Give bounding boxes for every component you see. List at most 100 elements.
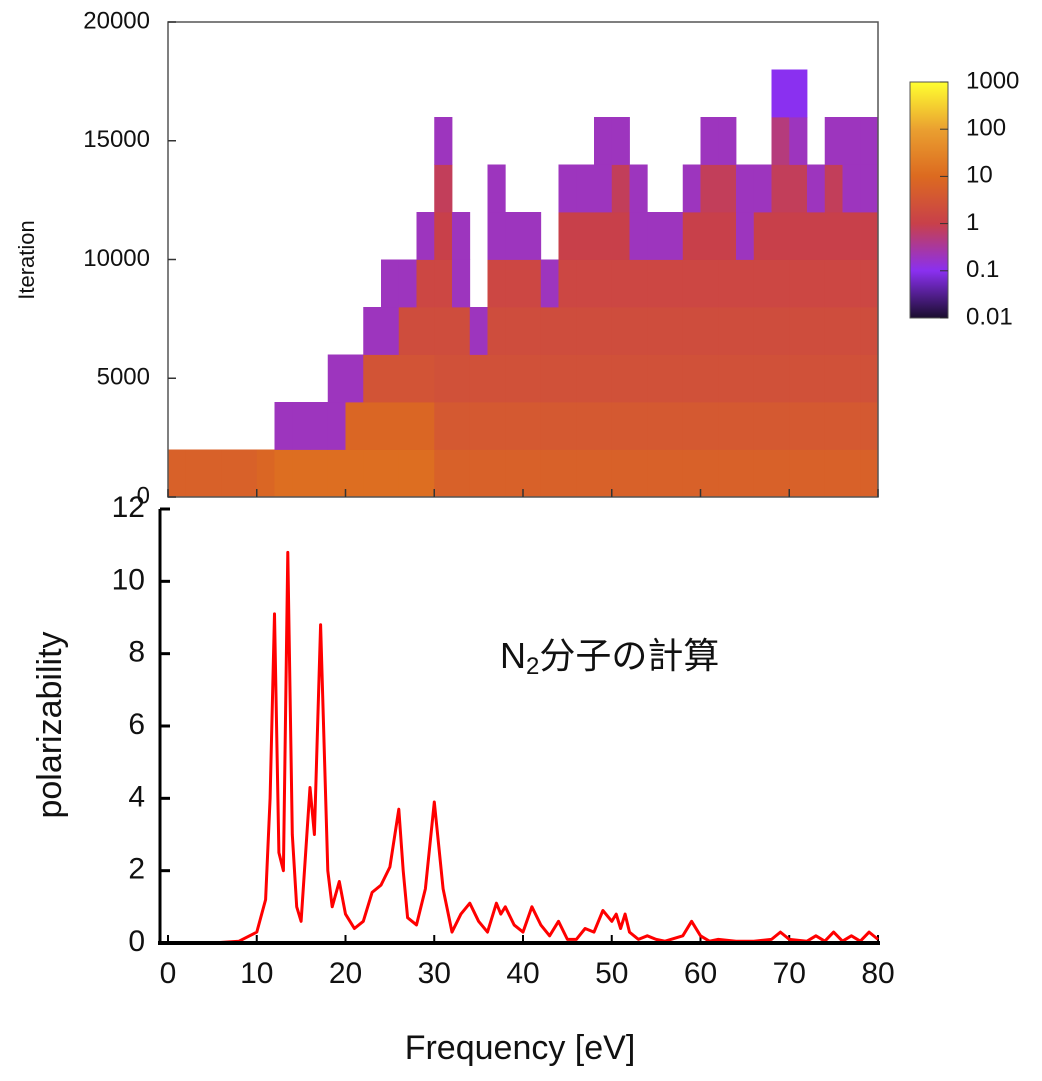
heatmap-cell (611, 259, 630, 308)
heatmap-cell (345, 402, 364, 450)
heatmap-cell (381, 307, 400, 355)
heatmap-cell (824, 212, 843, 260)
heatmap-cell (860, 449, 879, 498)
heatmap-cell (700, 402, 719, 450)
heatmap-cell (807, 164, 826, 213)
y-tick-label: 4 (128, 780, 145, 813)
heatmap-cell (611, 402, 630, 450)
x-tick-label: 30 (418, 957, 451, 990)
heatmap-cell (700, 164, 719, 213)
heatmap-cell (540, 449, 559, 498)
x-tick-label: 0 (160, 957, 177, 990)
heatmap-cell (789, 449, 808, 498)
heatmap-cell (682, 449, 701, 498)
heatmap-cell (771, 212, 790, 260)
heatmap-cell (381, 402, 400, 450)
x-axis-label: Frequency [eV] (405, 1029, 636, 1067)
annotation-subscript: 2 (526, 653, 539, 680)
heatmap-cell (327, 354, 346, 403)
heatmap-cell (416, 449, 435, 498)
x-tick-label: 70 (773, 957, 806, 990)
heatmap-cell (256, 449, 275, 498)
heatmap-cell (310, 402, 329, 450)
heatmap-cell (594, 117, 613, 165)
heatmap-cell (860, 354, 879, 403)
heatmap-cell (736, 307, 755, 355)
heatmap-cell (842, 307, 861, 355)
heatmap-cell (363, 449, 382, 498)
heatmap-cell (753, 354, 772, 403)
heatmap-cell (558, 164, 577, 213)
heatmap-cell (736, 354, 755, 403)
heatmap-cell (860, 212, 879, 260)
heatmap-cell (594, 307, 613, 355)
heatmap-cell (487, 259, 506, 308)
heatmap-cell (629, 212, 648, 260)
heatmap-cell (771, 402, 790, 450)
heatmap-cell (416, 259, 435, 308)
heatmap-cell (576, 212, 595, 260)
heatmap-cell (647, 307, 666, 355)
colorbar-tick-label: 1000 (966, 67, 1019, 94)
heatmap-cell (682, 259, 701, 308)
heatmap-cell (576, 307, 595, 355)
heatmap-cell (363, 354, 382, 403)
heatmap-cell (487, 402, 506, 450)
heatmap-cell (611, 449, 630, 498)
heatmap-cell (523, 354, 542, 403)
heatmap-cell (789, 259, 808, 308)
heatmap-cell (665, 402, 684, 450)
y-tick-label: 12 (112, 491, 145, 524)
heatmap-cell (327, 449, 346, 498)
heatmap-cell (452, 259, 471, 308)
heatmap-cell (505, 449, 524, 498)
x-tick-label: 40 (506, 957, 539, 990)
heatmap-cell (398, 354, 417, 403)
heatmap-cell (718, 164, 737, 213)
y-tick-label: 10 (112, 563, 145, 596)
heatmap-cell (682, 354, 701, 403)
heatmap-cell (576, 402, 595, 450)
heatmap-cell (629, 259, 648, 308)
heatmap-cell (700, 212, 719, 260)
heatmap-cell (771, 164, 790, 213)
heatmap-cell (487, 212, 506, 260)
y-tick-label: 20000 (83, 7, 150, 34)
heatmap-cell (665, 449, 684, 498)
heatmap-cell (736, 212, 755, 260)
heatmap-cell (168, 449, 187, 498)
heatmap-cell (452, 449, 471, 498)
heatmap-cell (540, 259, 559, 308)
heatmap-cell (860, 259, 879, 308)
heatmap-cell (682, 307, 701, 355)
heatmap-cell (505, 307, 524, 355)
heatmap-cell (185, 449, 204, 498)
heatmap-cell (736, 402, 755, 450)
heatmap-cell (452, 307, 471, 355)
heatmap-cell (718, 307, 737, 355)
annotation-text: 分子の計算 (539, 635, 719, 676)
heatmap-cell (807, 307, 826, 355)
heatmap-cell (824, 259, 843, 308)
colorbar-tick-label: 0.1 (966, 256, 999, 283)
heatmap-cell (771, 354, 790, 403)
heatmap-cell (718, 259, 737, 308)
heatmap-cell (576, 354, 595, 403)
heatmap-cell (611, 354, 630, 403)
heatmap-cell (292, 449, 311, 498)
heatmap-cell (789, 402, 808, 450)
heatmap-cell (523, 307, 542, 355)
x-tick-label: 50 (595, 957, 628, 990)
heatmap-cell (824, 164, 843, 213)
heatmap-cell (487, 354, 506, 403)
heatmap-cell (505, 402, 524, 450)
heatmap-cell (523, 259, 542, 308)
heatmap-cell (611, 307, 630, 355)
y-tick-label: 2 (128, 853, 145, 886)
heatmap-cell (469, 354, 488, 403)
y-tick-label: 15000 (83, 126, 150, 153)
heatmap-cell (700, 354, 719, 403)
heatmap-cell (789, 307, 808, 355)
heatmap-cell (824, 307, 843, 355)
heatmap-cell (629, 164, 648, 213)
